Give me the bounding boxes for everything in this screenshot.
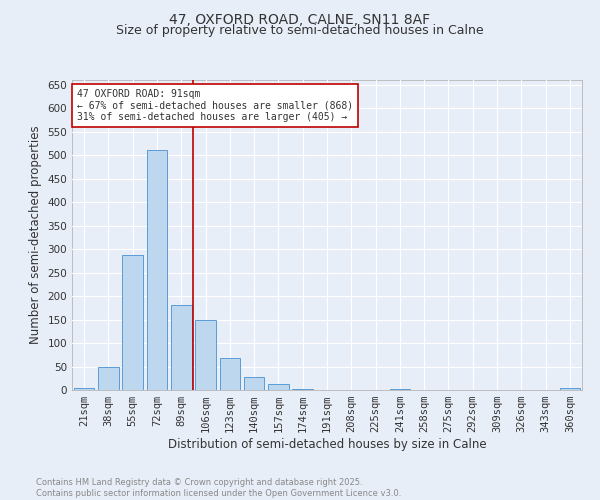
Text: Size of property relative to semi-detached houses in Calne: Size of property relative to semi-detach… <box>116 24 484 37</box>
Bar <box>98 366 119 390</box>
Text: Contains HM Land Registry data © Crown copyright and database right 2025.
Contai: Contains HM Land Registry data © Crown c… <box>36 478 401 498</box>
Bar <box>560 388 580 390</box>
Y-axis label: Number of semi-detached properties: Number of semi-detached properties <box>29 126 42 344</box>
Bar <box>220 358 240 390</box>
Bar <box>146 150 167 390</box>
Bar <box>74 388 94 390</box>
Bar <box>244 378 265 390</box>
Bar <box>292 389 313 390</box>
X-axis label: Distribution of semi-detached houses by size in Calne: Distribution of semi-detached houses by … <box>167 438 487 451</box>
Text: 47 OXFORD ROAD: 91sqm
← 67% of semi-detached houses are smaller (868)
31% of sem: 47 OXFORD ROAD: 91sqm ← 67% of semi-deta… <box>77 90 353 122</box>
Bar <box>171 305 191 390</box>
Bar <box>195 320 216 390</box>
Bar <box>389 389 410 390</box>
Bar <box>122 254 143 390</box>
Bar <box>268 384 289 390</box>
Text: 47, OXFORD ROAD, CALNE, SN11 8AF: 47, OXFORD ROAD, CALNE, SN11 8AF <box>169 12 431 26</box>
